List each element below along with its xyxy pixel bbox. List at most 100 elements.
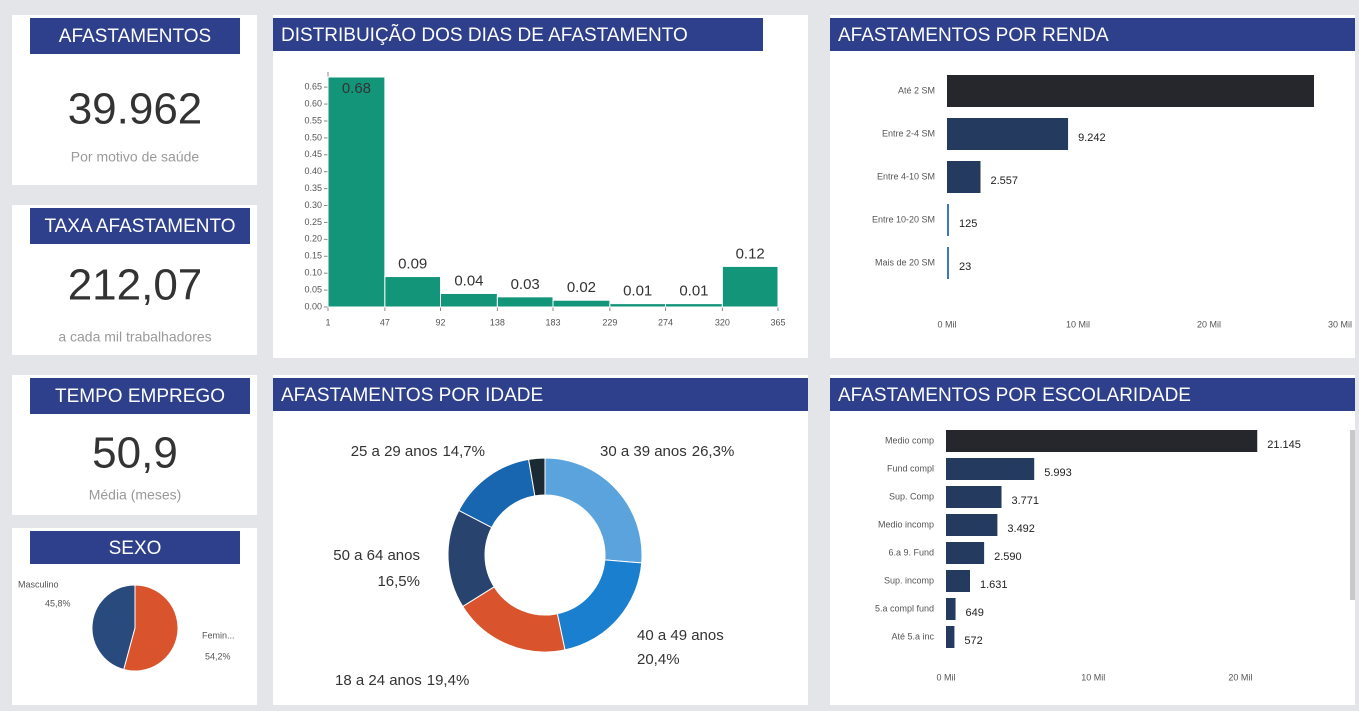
bar (946, 514, 998, 536)
data-label: 0.01 (679, 283, 708, 300)
y-tick-label: 0.20 (304, 234, 322, 244)
y-tick-label: 6.a 9. Fund (888, 547, 934, 557)
y-tick-label: Até 5.a inc (891, 631, 934, 641)
bar (946, 570, 971, 592)
y-tick-label: 0.45 (304, 149, 322, 159)
x-tick-label: 365 (770, 317, 785, 327)
histogram-bar (327, 76, 386, 308)
x-tick-label: 20 Mil (1228, 672, 1252, 682)
bar (946, 486, 1002, 508)
slice-category: 50 a 64 anos (333, 547, 420, 564)
scrollbar (1350, 430, 1355, 600)
bar (947, 161, 981, 193)
slice-value: 26,3% (692, 443, 735, 460)
data-label: 0.09 (398, 256, 427, 273)
histogram-bar (665, 303, 723, 308)
x-tick-label: 320 (715, 317, 730, 327)
panel (830, 15, 1355, 358)
panel-header (273, 378, 808, 411)
panel-title: AFASTAMENTOS POR RENDA (838, 25, 1109, 46)
y-tick-label: Até 2 SM (898, 85, 935, 95)
data-label: 2.557 (990, 175, 1018, 187)
y-tick-label: 0.15 (304, 251, 322, 261)
histogram-bar (384, 276, 441, 308)
slice-label: 30 a 39 anos 26,3% (600, 443, 734, 460)
panel-header (30, 531, 240, 564)
slice-category: Masculino (18, 579, 59, 589)
y-tick-label: 0.10 (304, 268, 322, 278)
panel (830, 375, 1355, 705)
data-label: 0.12 (736, 245, 765, 262)
bar (947, 204, 949, 236)
bar (946, 626, 955, 648)
card-header (30, 378, 250, 414)
y-tick-label: Sup. incomp (884, 575, 934, 585)
data-label: 5.993 (1044, 467, 1072, 479)
bar (946, 598, 956, 620)
slice-value: 14,7% (442, 443, 485, 460)
slice (91, 584, 136, 671)
y-tick-label: 5.a compl fund (875, 603, 934, 613)
card-title: TEMPO EMPREGO (55, 386, 225, 407)
card-value: 50,9 (92, 429, 178, 478)
y-tick-label: 0.65 (304, 82, 322, 92)
x-tick-label: 274 (658, 317, 673, 327)
data-label: 0.68 (342, 80, 371, 97)
panel-title: DISTRIBUIÇÃO DOS DIAS DE AFASTAMENTO (281, 24, 688, 46)
panel (273, 375, 808, 705)
card-title: AFASTAMENTOS (59, 26, 211, 47)
data-label: 3.492 (1007, 523, 1035, 535)
data-label: 0.04 (454, 272, 483, 289)
slice-category: 30 a 39 anos (600, 443, 687, 460)
x-tick-label: 138 (490, 317, 505, 327)
y-tick-label: Fund compl (887, 463, 934, 473)
x-tick-label: 0 Mil (936, 672, 955, 682)
x-tick-label: 47 (380, 317, 390, 327)
bar (946, 458, 1035, 480)
bar (947, 118, 1069, 150)
bar (946, 542, 985, 564)
card-value: 39.962 (68, 85, 203, 134)
data-label: 125 (959, 218, 977, 230)
x-tick-label: 183 (545, 317, 560, 327)
y-tick-label: Sup. Comp (889, 491, 934, 501)
x-tick-label: 92 (435, 317, 445, 327)
histogram-bar (440, 292, 498, 308)
data-label: 649 (966, 607, 984, 619)
card: TAXA AFASTAMENTO 212,07 a cada mil traba… (12, 205, 257, 355)
data-label: 3.771 (1012, 495, 1040, 507)
slice-value: 19,4% (427, 672, 470, 689)
y-tick-label: 0.00 (304, 301, 322, 311)
data-label: 572 (964, 635, 982, 647)
y-tick-label: 0.60 (304, 98, 322, 108)
slice (528, 457, 546, 497)
slice-value: 16,5% (377, 573, 420, 590)
histogram-bar (609, 303, 666, 308)
histogram-bar (721, 265, 779, 308)
panel-header (830, 378, 1355, 411)
bar (947, 247, 949, 279)
slice-value: 45,8% (45, 598, 71, 608)
data-label: 21.145 (1267, 439, 1301, 451)
x-tick-label: 20 Mil (1197, 319, 1221, 329)
panel-title: AFASTAMENTOS POR IDADE (281, 385, 543, 406)
x-tick-label: 229 (602, 317, 617, 327)
y-tick-label: 0.40 (304, 166, 322, 176)
x-tick-label: 1 (325, 317, 330, 327)
x-tick-label: 10 Mil (1081, 672, 1105, 682)
bar (947, 75, 1314, 107)
panel-header (273, 18, 763, 51)
x-tick-label: 30 Mil (1328, 319, 1352, 329)
slice (123, 584, 179, 672)
data-label: 0.03 (511, 276, 540, 293)
slice-value: 54,2% (205, 651, 231, 661)
card-header (30, 18, 240, 54)
panel-title: SEXO (109, 538, 162, 559)
x-tick-label: 10 Mil (1066, 319, 1090, 329)
y-tick-label: Entre 4-10 SM (877, 171, 935, 181)
panel-title: AFASTAMENTOS POR ESCOLARIDADE (838, 385, 1191, 406)
data-label: 0.01 (623, 283, 652, 300)
slice-category: Femin... (202, 630, 235, 640)
card: AFASTAMENTOS 39.962 Por motivo de saúde (12, 15, 257, 185)
card-value: 212,07 (68, 261, 203, 310)
